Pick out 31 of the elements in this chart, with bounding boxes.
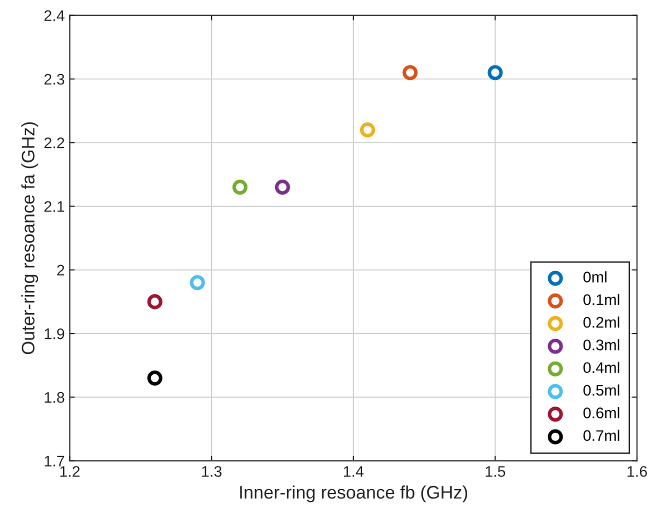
x-tick-label: 1.4 bbox=[344, 466, 364, 477]
y-tick-label: 2.2 bbox=[44, 137, 64, 148]
y-tick-label: 1.9 bbox=[44, 328, 64, 340]
x-tick-label: 1.5 bbox=[486, 466, 506, 477]
legend-label: 0.4ml bbox=[583, 362, 620, 374]
point bbox=[190, 275, 205, 290]
legend-label: 0.5ml bbox=[583, 384, 620, 396]
legend-label: 0.2ml bbox=[583, 316, 620, 328]
point bbox=[232, 180, 248, 195]
x-tick-label: 1.3 bbox=[202, 466, 222, 477]
point bbox=[147, 294, 162, 310]
point bbox=[402, 65, 418, 80]
y-tick-label: 2 bbox=[57, 264, 64, 276]
legend-label: 0.6ml bbox=[583, 407, 620, 418]
y-axis-title: Outer-ring resoance fa (GHz) bbox=[21, 122, 38, 354]
legend-label: 0.1ml bbox=[583, 294, 620, 306]
point bbox=[274, 180, 290, 195]
x-tick-label: 1.2 bbox=[60, 466, 80, 477]
legend-label: 0.7ml bbox=[583, 430, 620, 441]
y-tick-label: 2.1 bbox=[44, 201, 64, 212]
y-tick-label: 2.3 bbox=[44, 74, 64, 85]
x-axis-title: Inner-ring resoance fb (GHz) bbox=[240, 485, 468, 502]
x-tick-label: 1.6 bbox=[628, 466, 647, 477]
y-tick-label: 2.4 bbox=[44, 10, 64, 21]
legend-label: 0ml bbox=[583, 271, 606, 282]
point bbox=[488, 65, 503, 80]
legend-label: 0.3ml bbox=[583, 339, 620, 350]
y-tick-label: 1.8 bbox=[44, 392, 64, 403]
point bbox=[147, 370, 162, 386]
point bbox=[360, 122, 376, 138]
y-tick-label: 1.7 bbox=[44, 456, 64, 466]
